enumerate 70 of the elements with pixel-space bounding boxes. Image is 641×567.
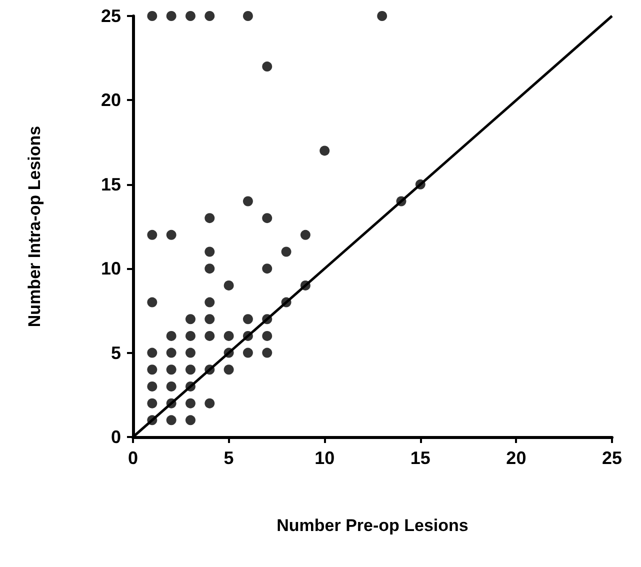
point [166,415,176,426]
point [147,381,158,392]
x-tick-label: 20 [506,448,526,468]
point [262,330,272,341]
point [147,348,158,358]
y-tick-label: 0 [110,427,121,447]
point [166,381,176,392]
point [204,364,215,375]
point [320,146,330,156]
point [147,398,158,408]
point [166,348,176,358]
point [300,280,310,290]
y-tick-label: 5 [110,342,121,363]
point [185,11,196,21]
point [166,230,176,240]
point [166,330,176,341]
point [262,62,272,72]
point [204,264,215,274]
x-tick-label: 15 [410,448,430,468]
point [204,398,215,408]
point [224,280,234,290]
point [262,348,272,358]
point [185,348,196,358]
point [377,11,388,21]
point [166,11,176,21]
y-tick-label: 25 [100,6,121,26]
point [185,314,196,324]
point [147,415,158,426]
point [396,196,406,206]
y-tick-label: 20 [100,90,121,110]
point [204,11,215,21]
point [204,314,215,324]
x-axis-title: Number Pre-op Lesions [276,516,468,535]
x-tick-label: 0 [128,448,138,468]
point [224,330,234,341]
y-tick-label: 10 [100,258,121,279]
point [147,297,158,308]
x-tick-label: 5 [224,448,234,468]
point [281,246,292,257]
point [166,364,176,375]
point [147,364,158,375]
point [204,213,215,224]
point [242,196,253,206]
point [300,230,310,240]
point [185,398,196,408]
point [262,314,272,324]
point [242,314,253,324]
point [242,330,253,341]
point [147,230,158,240]
point [281,297,292,308]
x-tick-label: 25 [602,448,622,468]
y-axis-title: Number Intra-op Lesions [25,126,44,328]
point [262,213,272,224]
point [204,297,215,308]
point [224,364,234,375]
point [166,398,176,408]
point [262,264,272,274]
point [415,179,426,190]
point [242,348,253,358]
point [204,246,215,257]
point [185,415,196,426]
point [204,330,215,341]
point [185,381,196,392]
point [224,348,234,358]
point [185,364,196,375]
y-tick-label: 15 [100,174,121,194]
point [242,11,253,21]
point [185,330,196,341]
x-tick-label: 10 [314,448,335,468]
point [147,11,158,21]
